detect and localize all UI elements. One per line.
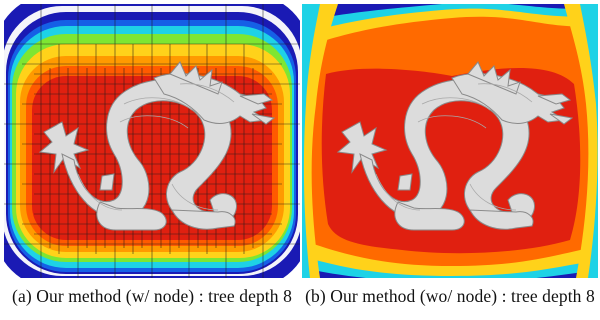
dragon-mesh-shading (375, 83, 533, 211)
caption-panel-b: (b) Our method (wo/ node) : tree depth 8 (305, 286, 595, 306)
distance-field-panel-without-nodes (302, 4, 598, 278)
caption-panel-a: (a) Our method (w/ node) : tree depth 8 (12, 286, 292, 306)
dragon-mesh (336, 61, 574, 231)
distance-field-panel-with-nodes (4, 4, 300, 278)
distance-field-image-b (302, 4, 598, 278)
distance-field-image-a (4, 4, 300, 278)
distance-field-bands (302, 4, 598, 278)
dragon-mesh-shading (77, 83, 235, 211)
